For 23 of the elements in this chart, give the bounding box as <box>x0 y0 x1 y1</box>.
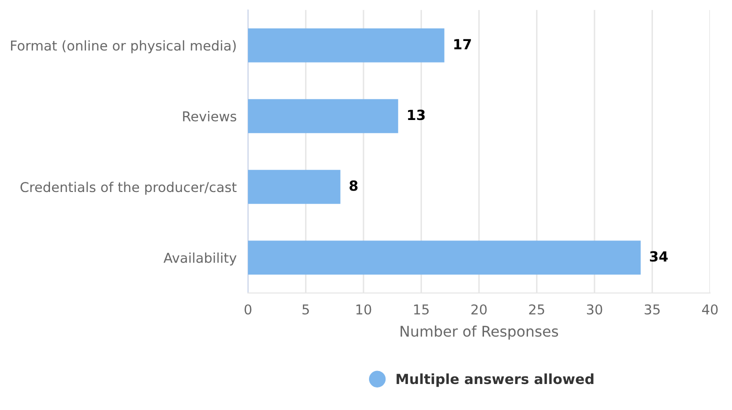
x-tick-label: 40 <box>702 304 718 315</box>
y-tick-label: Availability <box>164 252 236 266</box>
y-tick-label: Reviews <box>183 111 236 122</box>
x-tick-label: 25 <box>529 304 544 315</box>
x-tick-label: 35 <box>644 304 660 315</box>
x-tick-label: 20 <box>471 304 487 315</box>
bar <box>248 170 340 204</box>
y-tick-label: Format (online or physical media) <box>11 40 236 54</box>
x-tick-label: 0 <box>244 304 252 315</box>
x-tick-label: 30 <box>586 304 602 315</box>
x-tick-label: 15 <box>414 304 429 315</box>
y-tick-label: Credentials of the producer/cast <box>20 182 237 195</box>
bar <box>248 99 398 134</box>
legend-label: Multiple answers allowed <box>396 373 594 387</box>
x-tick-label: 5 <box>302 304 309 315</box>
data-label: 34 <box>650 251 668 262</box>
data-label: 13 <box>408 110 425 120</box>
bar <box>248 28 444 62</box>
data-label: 8 <box>350 180 358 191</box>
x-axis-title: Number of Responses <box>400 325 558 340</box>
bar <box>248 240 641 275</box>
data-label: 17 <box>454 39 471 50</box>
x-tick-label: 10 <box>356 304 372 315</box>
